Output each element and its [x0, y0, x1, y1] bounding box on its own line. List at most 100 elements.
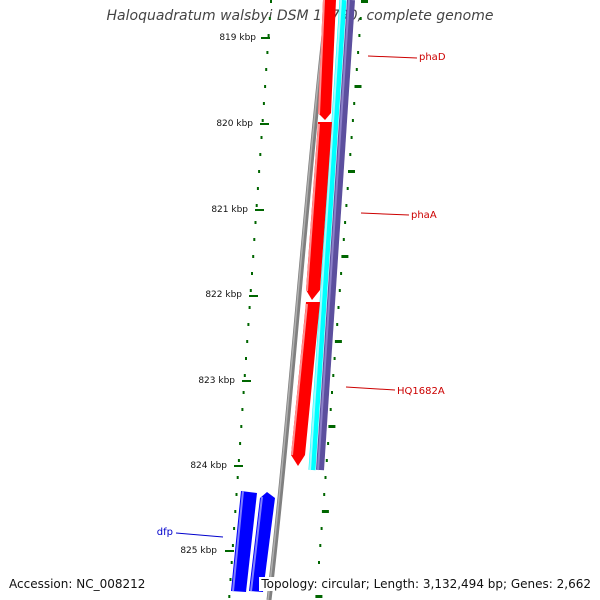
- minor-tick-dot-right: [341, 255, 349, 258]
- minor-tick-dot: [268, 17, 271, 20]
- gene-phaA-arrow[interactable]: [306, 122, 332, 300]
- minor-tick-dot-right: [353, 102, 356, 105]
- minor-tick-dot: [247, 323, 250, 326]
- minor-tick-dot-right: [338, 289, 341, 292]
- minor-tick-dot: [255, 204, 258, 207]
- minor-tick-dot-right: [336, 323, 339, 326]
- tick-label-823: 823 kbp: [198, 376, 235, 386]
- genome-summary-text: Topology: circular; Length: 3,132,494 bp…: [259, 577, 593, 591]
- minor-tick-dot: [236, 476, 239, 479]
- accession-text: Accession: NC_008212: [7, 577, 148, 591]
- gc-skew-highlight: [309, 0, 342, 471]
- minor-tick-dot-right: [359, 17, 362, 20]
- minor-tick-dot: [260, 136, 263, 139]
- minor-tick-dot: [267, 34, 270, 37]
- minor-tick-dot: [230, 561, 233, 564]
- gene-label-dfp[interactable]: dfp: [157, 527, 173, 538]
- minor-tick-dot: [242, 391, 245, 394]
- minor-tick-dot-right: [350, 136, 353, 139]
- minor-tick-dot-right: [325, 459, 328, 462]
- minor-tick-dot-right: [323, 493, 326, 496]
- minor-tick-dot: [246, 340, 249, 343]
- minor-tick-dot-right: [342, 238, 345, 241]
- tick-label-821: 821 kbp: [211, 205, 248, 215]
- gc-skew-ring: [308, 0, 347, 471]
- gene-label-HQ1682A[interactable]: HQ1682A: [397, 386, 445, 397]
- minor-tick-dot: [256, 187, 259, 190]
- gene-forward-cds-arrow[interactable]: [249, 492, 275, 592]
- minor-tick-dot-right: [332, 374, 335, 377]
- minor-tick-dot-right: [351, 119, 354, 122]
- reverse-cds-highlight: [291, 0, 325, 456]
- minor-tick-dot: [229, 578, 232, 581]
- minor-tick-dot: [253, 238, 256, 241]
- minor-tick-dot: [262, 102, 265, 105]
- minor-tick-dot-right: [344, 221, 347, 224]
- minor-tick-dot: [248, 306, 251, 309]
- minor-tick-dot: [261, 119, 264, 122]
- tick-label-820: 820 kbp: [216, 119, 253, 129]
- minor-tick-dot: [252, 255, 255, 258]
- gene-label-phaD[interactable]: phaD: [419, 52, 446, 63]
- minor-tick-dot: [235, 493, 238, 496]
- minor-tick-dot: [237, 459, 240, 462]
- tick-dots: [228, 0, 272, 598]
- minor-tick-dot-right: [357, 51, 360, 54]
- gc-content-highlight: [317, 0, 350, 471]
- phaA-leader-line: [360, 212, 410, 216]
- minor-tick-dot: [240, 425, 243, 428]
- minor-tick-dot: [270, 0, 272, 3]
- tick-dots-right: [315, 0, 368, 598]
- tick-label-822: 822 kbp: [205, 290, 242, 300]
- minor-tick-dot: [245, 357, 247, 360]
- map-title: Haloquadratum walsbyi DSM 16790, complet…: [106, 8, 494, 24]
- minor-tick-dot-right: [324, 476, 327, 479]
- gene-label-phaA[interactable]: phaA: [411, 210, 437, 221]
- minor-tick-dot-right: [337, 306, 340, 309]
- minor-tick-dot-right: [349, 153, 352, 156]
- minor-tick-dot: [243, 374, 246, 377]
- minor-tick-dot: [266, 51, 269, 54]
- forward-cds-highlight: [232, 490, 263, 592]
- minor-tick-dot-right: [331, 391, 333, 394]
- minor-tick-dot-right: [340, 272, 343, 275]
- minor-tick-dot-right: [355, 68, 358, 71]
- dfp-leader-line: [175, 532, 224, 538]
- minor-tick-dot-right: [348, 170, 355, 173]
- HQ1682A-leader-line: [345, 386, 396, 391]
- minor-tick-dot: [231, 544, 234, 547]
- gene-dfp-arrow[interactable]: [231, 491, 257, 592]
- minor-tick-dot: [265, 68, 268, 71]
- minor-tick-dot-right: [320, 527, 323, 530]
- tick-labels: 819 kbp 820 kbp 821 kbp 822 kbp 823 kbp …: [180, 33, 270, 556]
- minor-tick-dot-right: [345, 204, 348, 207]
- minor-tick-dot: [241, 408, 244, 411]
- minor-tick-dot-right: [346, 187, 349, 190]
- minor-tick-dot-right: [319, 544, 322, 547]
- minor-tick-dot-right: [354, 85, 362, 88]
- minor-tick-dot-right: [329, 408, 332, 411]
- minor-tick-dot: [258, 170, 261, 173]
- minor-tick-dot: [228, 595, 231, 598]
- tick-label-825: 825 kbp: [180, 546, 217, 556]
- minor-tick-dot-right: [318, 561, 320, 564]
- minor-tick-dot: [259, 153, 262, 156]
- minor-tick-dot: [233, 527, 236, 530]
- minor-tick-dot: [239, 442, 242, 445]
- minor-tick-dot: [234, 510, 237, 513]
- tick-label-819: 819 kbp: [219, 33, 256, 43]
- backbone-highlight: [267, 0, 328, 600]
- minor-tick-dot-right: [361, 0, 368, 3]
- genome-backbone: [266, 0, 331, 600]
- minor-tick-dot-right: [327, 442, 330, 445]
- minor-tick-dot: [264, 85, 267, 88]
- tick-label-824: 824 kbp: [190, 461, 227, 471]
- minor-tick-dot: [254, 221, 257, 224]
- minor-tick-dot-right: [358, 34, 361, 37]
- minor-tick-dot-right: [328, 425, 336, 428]
- minor-tick-dot: [251, 272, 253, 275]
- minor-tick-dot-right: [321, 510, 329, 513]
- minor-tick-dot-right: [333, 357, 336, 360]
- gene-HQ1682A-arrow[interactable]: [291, 302, 320, 466]
